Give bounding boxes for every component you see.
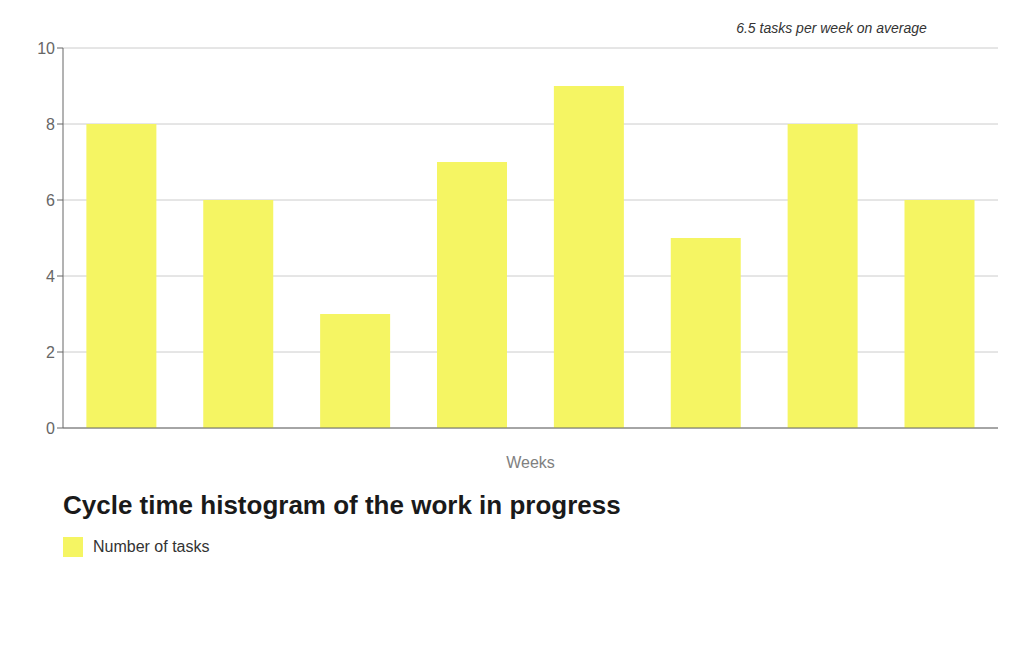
html-text:6.5 tasks per week on average: 6.5 tasks per week on average <box>736 20 927 36</box>
svg-text:8: 8 <box>46 116 55 133</box>
svg-text:6: 6 <box>46 192 55 209</box>
svg-text:4: 4 <box>46 268 55 285</box>
svg-text:Weeks: Weeks <box>506 454 555 471</box>
svg-text:0: 0 <box>46 420 55 437</box>
html-text:Number of tasks: Number of tasks <box>93 538 210 555</box>
html-text:Cycle time histogram of the wo: Cycle time histogram of the work in prog… <box>63 490 621 520</box>
svg-text:10: 10 <box>37 40 55 57</box>
svg-text:2: 2 <box>46 344 55 361</box>
